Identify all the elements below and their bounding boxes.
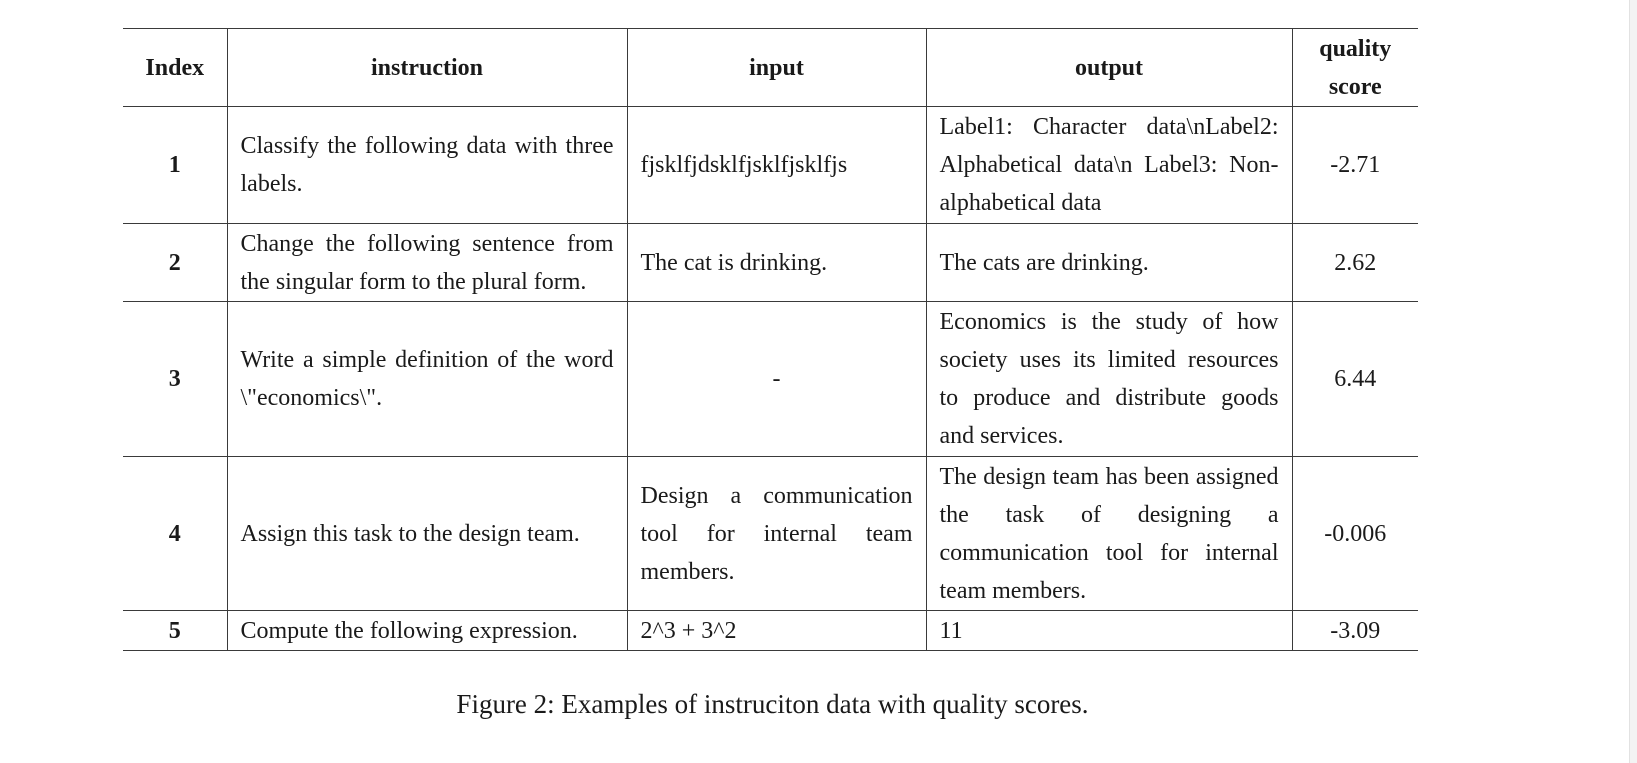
row-quality-score: -0.006 xyxy=(1291,456,1418,611)
table-header-row: Index instruction input output quality s… xyxy=(123,28,1418,107)
row-index: 5 xyxy=(123,610,228,651)
row-input: The cat is drinking. xyxy=(626,223,927,302)
figure-caption: Figure 2: Examples of instruciton data w… xyxy=(456,689,1089,719)
row-index: 2 xyxy=(123,223,228,302)
row-output: 11 xyxy=(925,610,1293,651)
row-output: The cats are drinking. xyxy=(925,223,1293,302)
header-index: Index xyxy=(123,28,228,107)
header-instruction: instruction xyxy=(226,28,628,107)
row-index: 3 xyxy=(123,301,228,457)
row-index: 1 xyxy=(123,106,228,224)
table-row: 3 Write a simple definition of the word … xyxy=(123,301,1418,457)
row-quality-score: 2.62 xyxy=(1291,223,1418,302)
row-input: Design a communication tool for internal… xyxy=(626,456,927,611)
table-row: 2 Change the following sentence from the… xyxy=(123,223,1418,302)
header-input: input xyxy=(626,28,927,107)
row-output: Label1: Character data\nLabel2: Alphabet… xyxy=(925,106,1293,224)
row-quality-score: 6.44 xyxy=(1291,301,1418,457)
row-quality-score: -2.71 xyxy=(1291,106,1418,224)
row-output: Economics is the study of how society us… xyxy=(925,301,1293,457)
row-instruction: Change the following sentence from the s… xyxy=(226,223,628,302)
vertical-scrollbar[interactable] xyxy=(1629,0,1637,763)
row-input: fjsklfjdsklfjsklfjsklfjs xyxy=(626,106,927,224)
row-input: - xyxy=(626,301,927,457)
row-index: 4 xyxy=(123,456,228,611)
row-instruction: Compute the following expression. xyxy=(226,610,628,651)
table-row: 4 Assign this task to the design team. D… xyxy=(123,456,1418,611)
table-row: 5 Compute the following expression. 2^3 … xyxy=(123,610,1418,651)
row-input: 2^3 + 3^2 xyxy=(626,610,927,651)
table-row: 1 Classify the following data with three… xyxy=(123,106,1418,224)
row-output: The design team has been assigned the ta… xyxy=(925,456,1293,611)
row-instruction: Assign this task to the design team. xyxy=(226,456,628,611)
header-quality-score: quality score xyxy=(1291,28,1418,107)
row-instruction: Write a simple definition of the word \"… xyxy=(226,301,628,457)
instruction-data-table: Index instruction input output quality s… xyxy=(123,28,1418,651)
header-output: output xyxy=(925,28,1293,107)
row-instruction: Classify the following data with three l… xyxy=(226,106,628,224)
row-quality-score: -3.09 xyxy=(1291,610,1418,651)
